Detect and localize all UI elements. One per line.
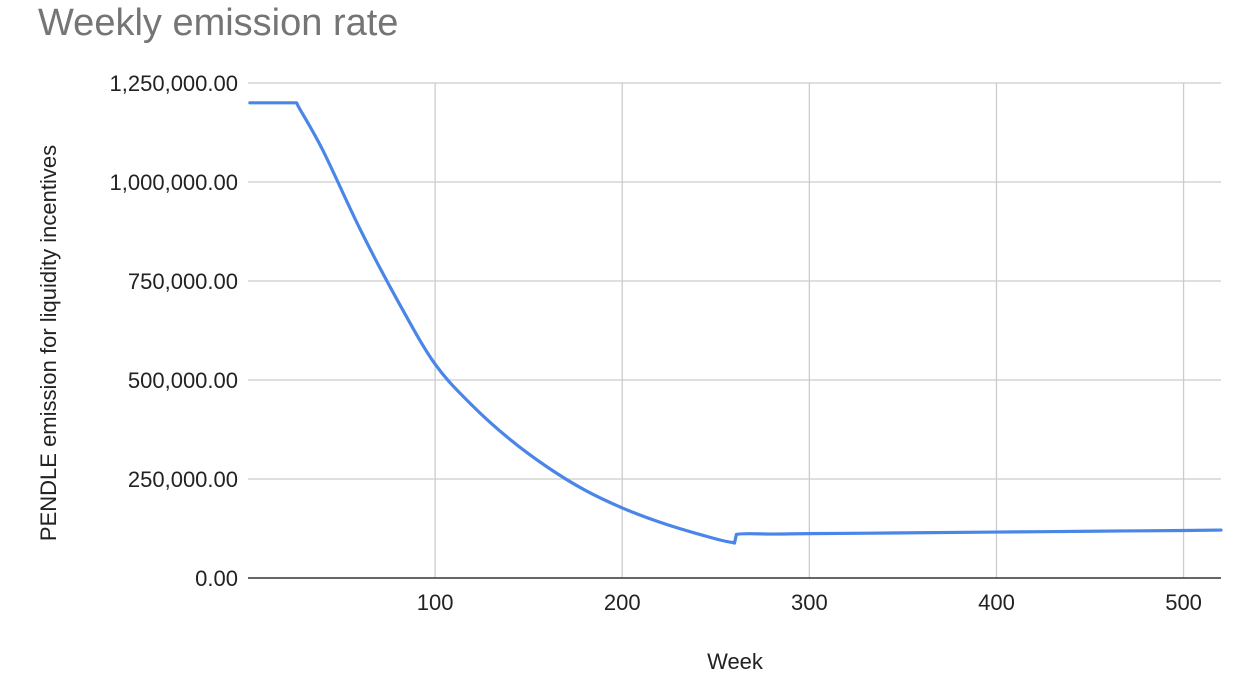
x-axis-title: Week: [707, 649, 764, 674]
y-tick-label: 1,250,000.00: [110, 71, 238, 96]
x-tick-label: 200: [604, 590, 641, 615]
x-tick-labels: 100 200 300 400 500: [417, 590, 1202, 615]
y-tick-label: 250,000.00: [128, 467, 238, 492]
x-tick-label: 100: [417, 590, 454, 615]
y-axis-title: PENDLE emission for liquidity incentives: [36, 145, 61, 541]
y-tick-label: 750,000.00: [128, 269, 238, 294]
gridlines: [248, 82, 1221, 578]
y-tick-labels: 0.00 250,000.00 500,000.00 750,000.00 1,000,…: [110, 71, 238, 591]
y-tick-label: 1,000,000.00: [110, 170, 238, 195]
y-tick-label: 0.00: [195, 566, 238, 591]
series-line: [248, 101, 1223, 545]
x-tick-label: 400: [978, 590, 1015, 615]
x-tick-label: 300: [791, 590, 828, 615]
chart-title: Weekly emission rate: [38, 2, 399, 44]
series-lines: [248, 101, 1223, 545]
y-tick-label: 500,000.00: [128, 368, 238, 393]
x-tick-label: 500: [1165, 590, 1202, 615]
